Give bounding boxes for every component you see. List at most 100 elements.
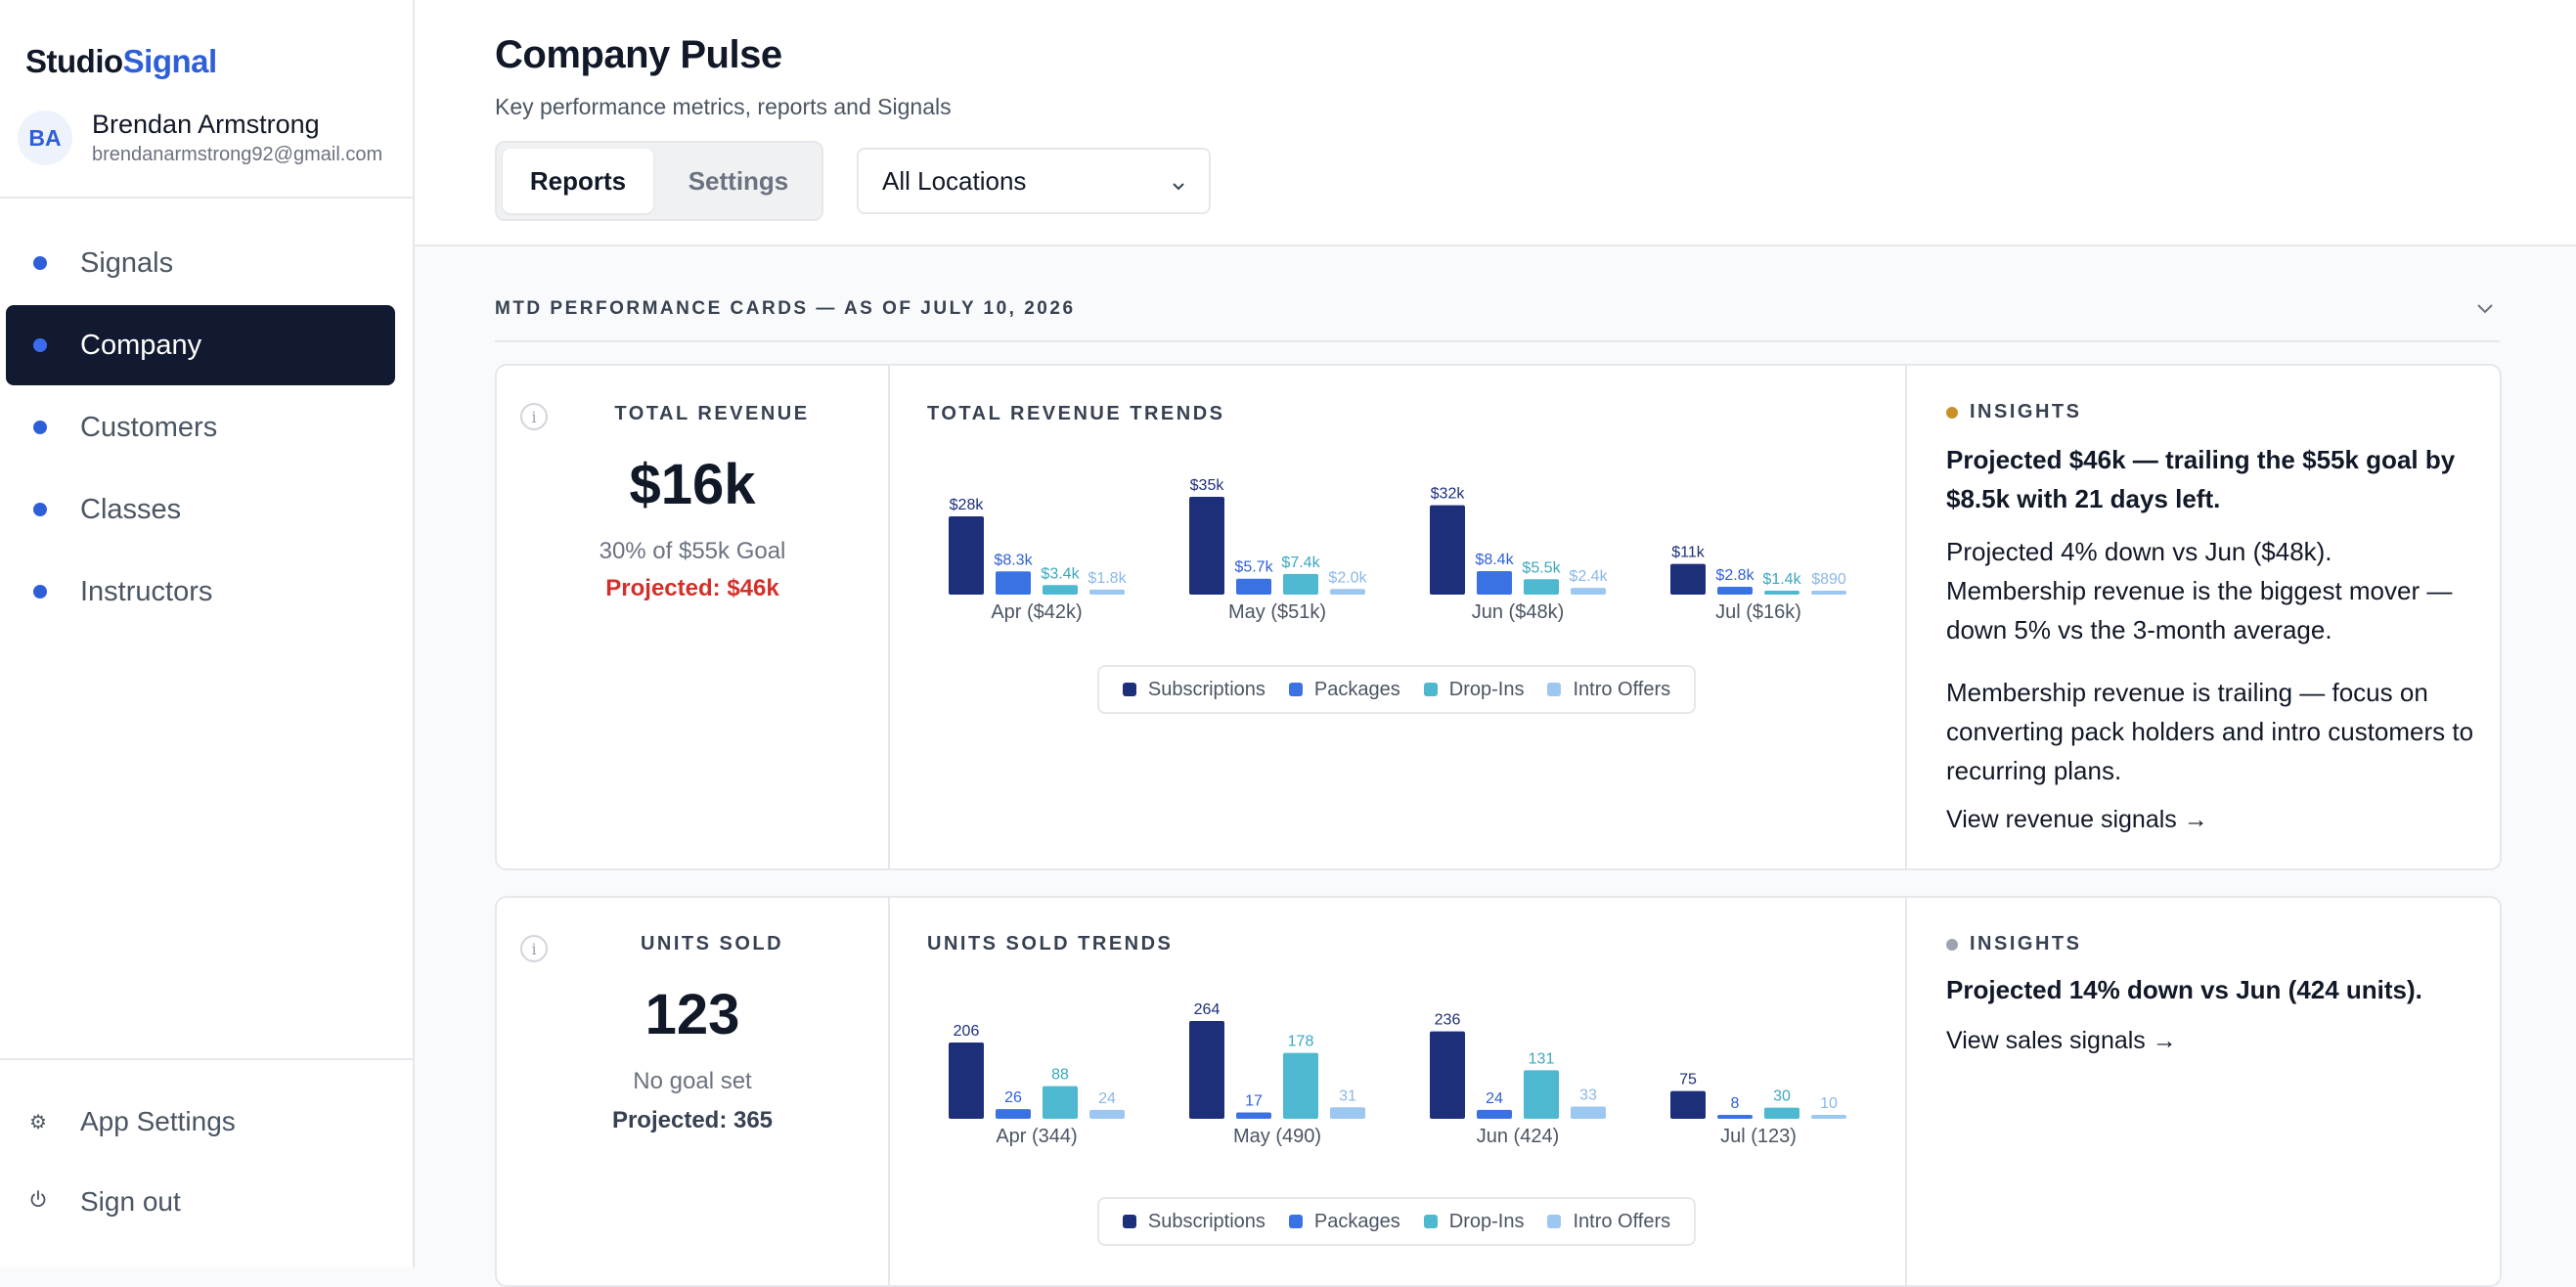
data-label: 17 xyxy=(1245,1093,1263,1110)
data-label: $2.0k xyxy=(1328,569,1367,586)
sidebar-item-customers[interactable]: Customers xyxy=(6,387,395,467)
legend-swatch xyxy=(1288,1215,1303,1228)
sidebar-item-classes[interactable]: Classes xyxy=(6,469,395,550)
sidebar: StudioSignal BA Brendan Armstrong brenda… xyxy=(0,0,415,1267)
bullet-icon xyxy=(33,503,47,516)
metric-label: TOTAL REVENUE xyxy=(614,403,810,424)
section-header[interactable]: MTD PERFORMANCE CARDS — AS OF JULY 10, 2… xyxy=(495,295,2500,342)
legend-label: Packages xyxy=(1313,1210,1400,1232)
bar-subscriptions xyxy=(1670,563,1706,595)
sidebar-item-instructors[interactable]: Instructors xyxy=(6,552,395,632)
trend-title: UNITS SOLD TRENDS xyxy=(927,933,1174,954)
power-icon xyxy=(23,1189,53,1215)
legend-item: Subscriptions xyxy=(1122,1211,1266,1233)
sidebar-divider xyxy=(0,1058,413,1060)
data-label: 24 xyxy=(1098,1090,1116,1107)
legend-label: Intro Offers xyxy=(1573,1210,1671,1232)
category-label: May (490) xyxy=(1233,1126,1321,1147)
bar-packages xyxy=(1477,1109,1512,1119)
data-label: 236 xyxy=(1435,1012,1461,1029)
legend-swatch xyxy=(1288,683,1303,696)
insight-headline: Projected 14% down vs Jun (424 units). xyxy=(1946,975,2422,1004)
chevron-down-icon[interactable] xyxy=(2474,297,2496,324)
data-label: $32k xyxy=(1431,486,1466,503)
sidebar-item-company[interactable]: Company xyxy=(6,305,395,385)
info-icon[interactable]: i xyxy=(520,403,548,430)
legend-item: Intro Offers xyxy=(1547,1211,1670,1233)
category-label: Apr (344) xyxy=(996,1126,1077,1147)
revenue-insights-panel: INSIGHTS Projected $46k — trailing the $… xyxy=(1905,366,2502,868)
data-label: $3.4k xyxy=(1041,565,1080,582)
bullet-icon xyxy=(33,338,47,352)
legend-item: Intro Offers xyxy=(1547,679,1670,701)
data-label: $35k xyxy=(1190,477,1225,494)
data-label: 8 xyxy=(1731,1095,1740,1112)
gear-icon: ⚙ xyxy=(29,1111,47,1133)
legend-label: Subscriptions xyxy=(1147,678,1266,700)
sidebar-item-signals[interactable]: Signals xyxy=(6,223,395,303)
sidebar-item-label: Customers xyxy=(80,411,218,443)
metric-label: UNITS SOLD xyxy=(640,933,784,954)
bar-dropins xyxy=(1043,585,1078,595)
insights-header: INSIGHTS xyxy=(1946,933,2081,955)
data-label: $8.3k xyxy=(994,552,1033,568)
data-label: 26 xyxy=(1004,1089,1022,1106)
location-select[interactable]: All Locations xyxy=(857,148,1211,214)
legend-swatch xyxy=(1423,683,1438,696)
data-label: $5.7k xyxy=(1234,559,1273,576)
legend-label: Intro Offers xyxy=(1573,678,1671,700)
bar-intro xyxy=(1571,588,1606,595)
data-label: $8.4k xyxy=(1475,552,1514,568)
bar-packages xyxy=(1236,578,1271,595)
category-label: Jul ($16k) xyxy=(1715,601,1801,623)
data-label: $7.4k xyxy=(1281,555,1320,571)
bar-subscriptions xyxy=(1430,505,1465,595)
insights-header: INSIGHTS xyxy=(1946,401,2081,423)
brand-name-part1: Studio xyxy=(25,43,123,79)
metric-projected: Projected: 365 xyxy=(611,1107,774,1133)
legend-label: Drop-Ins xyxy=(1448,1210,1525,1232)
sidebar-item-label: Signals xyxy=(80,246,174,279)
bar-subscriptions xyxy=(1189,497,1224,595)
sidebar-bottom-nav: ⚙ App Settings Sign out xyxy=(6,1082,395,1242)
data-label: 31 xyxy=(1339,1087,1356,1104)
data-label: $5.5k xyxy=(1522,559,1561,576)
category-label: Jul (123) xyxy=(1720,1126,1797,1147)
legend-item: Subscriptions xyxy=(1122,678,1266,701)
legend-label: Drop-Ins xyxy=(1448,678,1525,700)
sign-out-label: Sign out xyxy=(80,1186,181,1217)
data-label: $28k xyxy=(950,497,985,513)
info-icon[interactable]: i xyxy=(520,935,548,962)
bar-dropins xyxy=(1764,591,1799,595)
data-label: 30 xyxy=(1773,1088,1791,1105)
view-revenue-signals-link[interactable]: View revenue signals → xyxy=(1946,806,2208,833)
bar-packages xyxy=(1717,587,1753,595)
sign-out-button[interactable]: Sign out xyxy=(6,1162,395,1242)
bar-intro xyxy=(1089,1109,1125,1119)
legend-swatch xyxy=(1547,1215,1562,1228)
data-label: 88 xyxy=(1051,1067,1069,1084)
bar-dropins xyxy=(1764,1107,1799,1119)
data-label: 24 xyxy=(1486,1090,1503,1107)
units-card: i UNITS SOLD 123 No goal set Projected: … xyxy=(495,896,2502,1287)
data-label: $1.8k xyxy=(1088,570,1127,587)
location-select-value: All Locations xyxy=(882,165,1027,196)
sidebar-item-label: Instructors xyxy=(80,575,213,607)
legend-swatch xyxy=(1547,683,1562,696)
bar-packages xyxy=(1477,571,1512,595)
view-sales-signals-link[interactable]: View sales signals → xyxy=(1946,1027,2177,1054)
brand-logo[interactable]: StudioSignal xyxy=(25,43,217,80)
tab-settings[interactable]: Settings xyxy=(688,165,789,196)
bullet-icon xyxy=(33,585,47,599)
user-profile[interactable]: BA Brendan Armstrong brendanarmstrong92@… xyxy=(18,110,382,166)
app-settings-button[interactable]: ⚙ App Settings xyxy=(6,1082,395,1162)
data-label: 206 xyxy=(954,1023,980,1040)
bar-intro xyxy=(1089,589,1125,595)
section-title: MTD PERFORMANCE CARDS — AS OF JULY 10, 2… xyxy=(495,298,1076,319)
bar-dropins xyxy=(1043,1086,1078,1119)
sidebar-nav: Signals Company Customers Classes Instru… xyxy=(6,223,395,634)
data-label: $2.8k xyxy=(1715,567,1754,584)
tab-reports[interactable]: Reports xyxy=(503,149,653,213)
status-dot-icon xyxy=(1946,938,1958,951)
units-metric-panel: i UNITS SOLD 123 No goal set Projected: … xyxy=(497,898,890,1285)
